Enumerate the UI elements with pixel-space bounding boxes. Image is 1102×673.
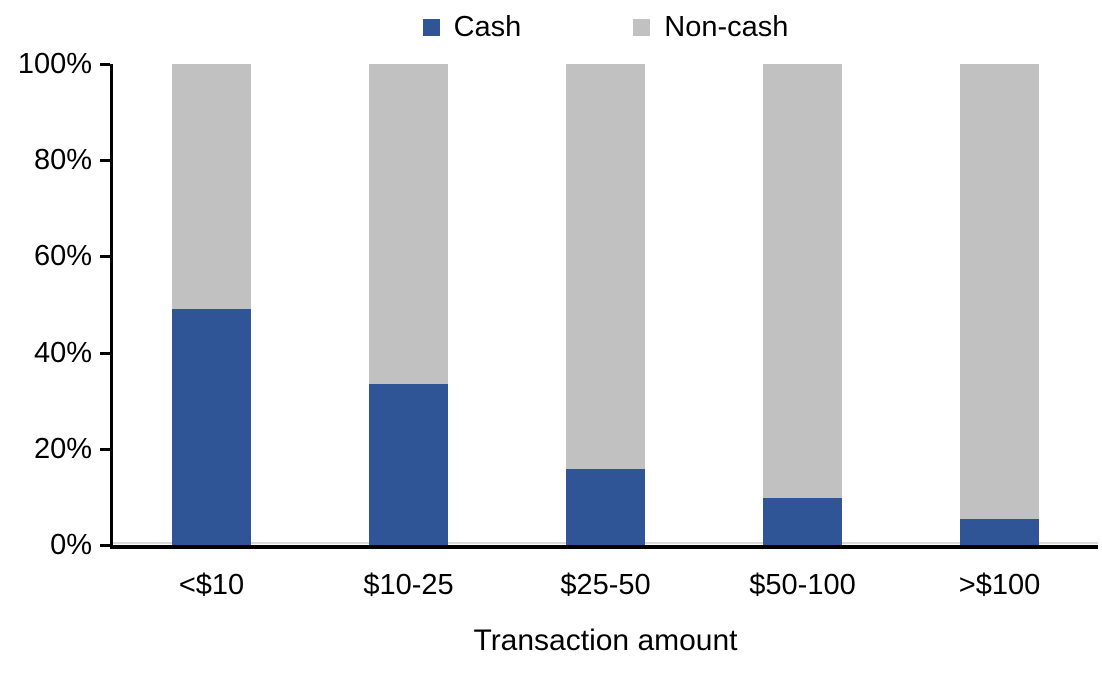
- x-axis-labels: <$10 $10-25 $25-50 $50-100 >$100: [113, 567, 1098, 607]
- y-axis-tick: [100, 351, 110, 355]
- bar-segment-cash: [763, 498, 842, 545]
- y-axis-label: 20%: [33, 432, 92, 465]
- bar-5: [960, 64, 1039, 545]
- bar-segment-cash: [369, 383, 448, 545]
- legend-item-noncash: Non-cash: [633, 10, 788, 44]
- legend-label-noncash: Non-cash: [664, 11, 789, 43]
- bar-4: [763, 64, 842, 545]
- bar-2: [369, 64, 448, 545]
- y-axis-tick: [100, 544, 110, 547]
- x-axis-label: >$100: [958, 569, 1041, 601]
- bar-3: [566, 64, 645, 545]
- bar-segment-cash: [960, 518, 1039, 545]
- y-axis-label: 0%: [50, 529, 92, 561]
- bar-segment-noncash: [960, 64, 1039, 519]
- x-axis-title: Transaction amount: [473, 624, 738, 657]
- bar-1: [172, 64, 251, 545]
- plot-area: 100% 80% 60% 40% 20% 0%: [18, 49, 1098, 560]
- y-axis-tick: [100, 63, 110, 66]
- y-axis-label: 100%: [17, 48, 92, 80]
- y-axis-tick: [100, 255, 110, 259]
- bar-segment-noncash: [763, 64, 842, 499]
- bar-segment-cash: [172, 309, 251, 545]
- cash-swatch-icon: [422, 18, 440, 36]
- bar-segment-cash: [566, 469, 645, 545]
- x-axis-label: $10-25: [363, 569, 454, 601]
- chart-legend: Cash Non-cash: [113, 10, 1098, 44]
- legend-label-cash: Cash: [453, 11, 522, 43]
- x-axis-label: $25-50: [560, 569, 651, 601]
- x-axis-label: <$10: [178, 569, 245, 601]
- noncash-swatch-icon: [633, 18, 651, 36]
- y-axis-label: 40%: [33, 336, 92, 369]
- bar-segment-noncash: [369, 64, 448, 384]
- y-axis-tick: [100, 159, 110, 163]
- bar-segment-noncash: [566, 64, 645, 470]
- y-axis-label: 80%: [33, 144, 92, 177]
- y-axis-tick: [100, 447, 110, 451]
- legend-item-cash: Cash: [422, 10, 522, 44]
- bar-segment-noncash: [172, 64, 251, 310]
- y-axis-label: 60%: [33, 240, 92, 273]
- x-axis-label: $50-100: [749, 569, 856, 601]
